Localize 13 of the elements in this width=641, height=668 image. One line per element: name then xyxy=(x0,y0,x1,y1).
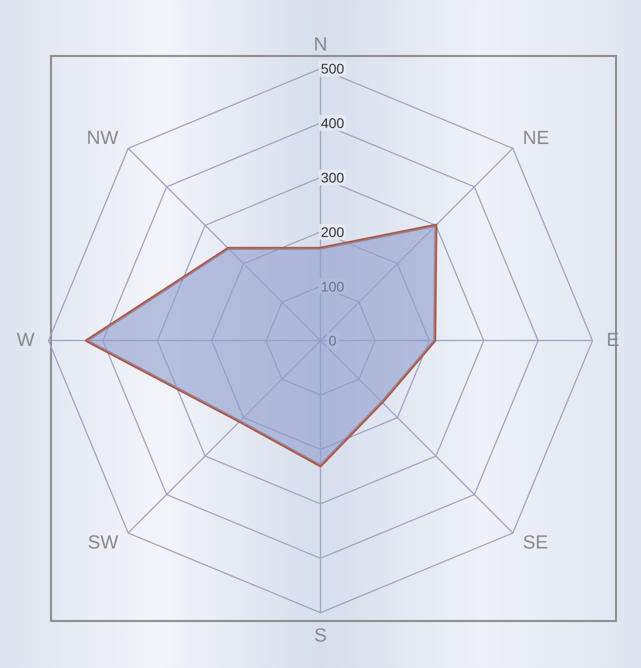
y-tick-label: 300 xyxy=(320,169,344,186)
spoke-label: W xyxy=(16,330,35,352)
spoke-label: NW xyxy=(86,128,118,149)
y-tick-label: 400 xyxy=(320,115,344,132)
y-tick-label: 0 xyxy=(328,332,337,349)
spoke-label: NE xyxy=(522,128,550,149)
y-tick-label: 500 xyxy=(320,60,344,77)
y-tick-label: 100 xyxy=(320,278,344,294)
spoke-label: SW xyxy=(88,532,118,554)
spoke-label: N xyxy=(314,34,328,56)
spoke-label: SE xyxy=(522,532,548,554)
spoke-label: S xyxy=(314,626,327,647)
y-tick-label: 200 xyxy=(320,224,344,240)
